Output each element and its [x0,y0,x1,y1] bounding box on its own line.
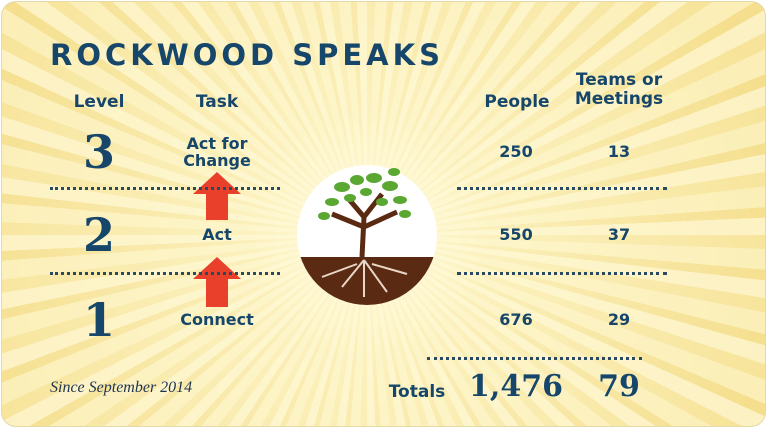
since-note: Since September 2014 [50,379,192,397]
level-number: 3 [59,127,139,178]
divider [457,187,667,190]
divider [427,357,642,360]
header-level: Level [59,93,139,112]
task-name: Act [162,226,272,244]
level-number: 1 [59,295,139,346]
infographic-card: ROCKWOOD SPEAKS Level Task People Teams … [2,2,765,426]
divider [457,272,667,275]
teams-count: 29 [574,311,664,329]
teams-count: 37 [574,226,664,244]
header-task: Task [167,93,267,112]
header-people: People [467,93,567,112]
task-name: Act for Change [162,135,272,170]
tree-icon [292,165,442,317]
header-teams: Teams or Meetings [569,71,669,108]
totals-label: Totals [377,383,457,402]
level-number: 2 [59,210,139,261]
title: ROCKWOOD SPEAKS [50,40,444,72]
people-count: 250 [471,143,561,161]
divider [50,187,280,190]
task-name: Connect [162,311,272,329]
divider [50,272,280,275]
teams-total: 79 [564,370,674,403]
teams-count: 13 [574,143,664,161]
people-count: 550 [471,226,561,244]
people-count: 676 [471,311,561,329]
people-total: 1,476 [461,370,571,403]
